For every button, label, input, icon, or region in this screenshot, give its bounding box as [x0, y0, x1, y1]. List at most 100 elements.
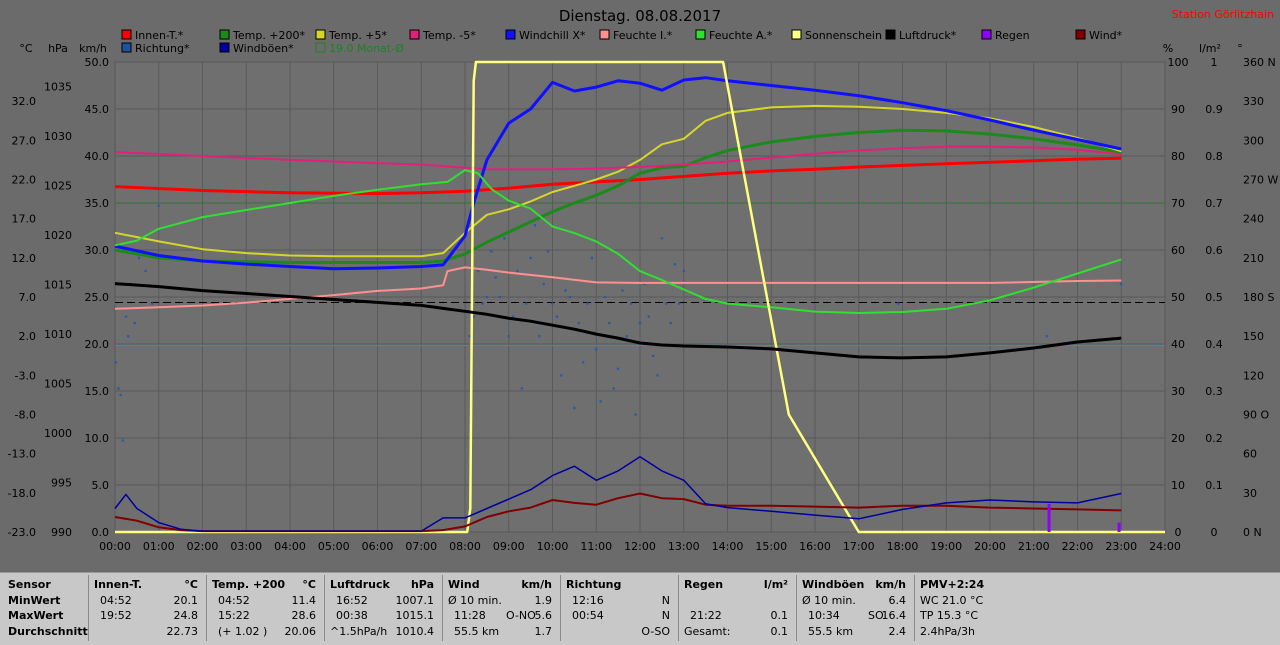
direction-point [124, 315, 128, 318]
time-tick: 22:00 [1062, 540, 1094, 553]
chart-title: Dienstag. 08.08.2017 [559, 7, 721, 25]
percent-tick: 20 [1171, 432, 1185, 445]
station-label: Station Görlitzhain [1172, 8, 1274, 21]
maxwert-label: MaxWert [8, 609, 64, 622]
windboeen-column: Windböen km/h Ø 10 min. 6.4 10:34 SO 16.4 55… [802, 578, 906, 642]
direction-point [1119, 282, 1123, 286]
time-tick: 09:00 [493, 540, 525, 553]
rain-tick: 1 [1211, 56, 1218, 69]
direction-point [638, 321, 642, 325]
wind-column: Wind km/h Ø 10 min. 1.9 11:28 O-NO 5.6 55.5 … [448, 578, 552, 642]
pmv-pressure-trend: 2.4hPa/3h [920, 625, 976, 638]
windboeen-distance: 55.5 km [808, 625, 854, 638]
time-tick: 10:00 [537, 540, 569, 553]
direction-point [629, 302, 633, 305]
legend-label: Temp. -5* [422, 29, 476, 42]
pressure-unit-label: hPa [48, 42, 68, 55]
direction-point [485, 295, 489, 299]
direction-point [896, 302, 900, 305]
direction-point [625, 334, 629, 338]
direction-point [150, 302, 154, 305]
windboeen-max-dir: SO [868, 609, 884, 622]
legend-swatch [121, 29, 132, 40]
speed-tick: 40.0 [85, 150, 110, 163]
direction-point [121, 439, 125, 442]
direction-point [137, 256, 141, 260]
pressure-tick: 995 [51, 477, 72, 490]
legend-label: Feuchte I.* [613, 29, 673, 42]
direction-point [660, 236, 664, 240]
speed-tick: 50.0 [85, 56, 110, 69]
pressure-tick: 1025 [44, 180, 72, 193]
legend-swatch [219, 29, 230, 40]
legend-swatch [791, 29, 802, 40]
temp-tick: 27.0 [12, 134, 37, 147]
direction-point [577, 321, 581, 325]
legend-label: Temp. +5* [328, 29, 388, 42]
innen-min-value: 20.1 [173, 594, 199, 607]
direction-point [651, 354, 655, 358]
legend-label: Regen [995, 29, 1030, 42]
richtung-avg-value: O-SO [641, 625, 670, 638]
temp-tick: 22.0 [12, 174, 37, 187]
legend-swatch [409, 29, 420, 40]
luftdruck-trend: ^1.5hPa/h [330, 625, 388, 638]
rain-tick: 0.6 [1205, 244, 1223, 257]
time-tick: 08:00 [449, 540, 481, 553]
windboeen-avg-value: 2.4 [888, 625, 907, 638]
speed-tick: 0.0 [92, 526, 110, 539]
time-tick: 21:00 [1018, 540, 1050, 553]
innen-min-time: 04:52 [100, 594, 132, 607]
time-tick: 04:00 [274, 540, 306, 553]
rain-unit-label: l/m² [1199, 42, 1221, 55]
temp-tick: -8.0 [15, 409, 36, 422]
windboeen-max-time: 10:34 [808, 609, 840, 622]
innen-column: Innen-T. °C 04:52 20.1 19:52 24.8 22.73 [94, 578, 198, 642]
regen-max-value: 0.1 [770, 609, 789, 622]
legend-label: Luftdruck* [899, 29, 957, 42]
temp-tick: 2.0 [19, 330, 37, 343]
rain-tick: 0 [1211, 526, 1218, 539]
time-tick: 18:00 [887, 540, 919, 553]
legend-label: Windböen* [233, 42, 294, 55]
wind-avg-value: 1.7 [534, 625, 553, 638]
direction-point [621, 289, 624, 292]
direction-tick: 90 O [1243, 409, 1269, 422]
degree-unit-label: ° [1237, 42, 1243, 55]
richtung-min-time: 12:16 [572, 594, 604, 607]
direction-point [481, 302, 484, 305]
column-divider [914, 575, 915, 641]
percent-tick: 40 [1171, 338, 1185, 351]
direction-point [573, 406, 576, 410]
windboeen-unit: km/h [875, 578, 906, 591]
direction-point [603, 295, 607, 299]
direction-point [546, 250, 550, 253]
percent-unit-label: % [1163, 42, 1173, 55]
pressure-tick: 1010 [44, 328, 72, 341]
time-tick: 19:00 [930, 540, 962, 553]
direction-point [503, 236, 506, 240]
direction-point [144, 269, 147, 273]
pmv-windchill: WC 21.0 °C [920, 594, 984, 607]
pressure-tick: 1015 [44, 279, 72, 292]
direction-point [647, 315, 651, 318]
speed-tick: 45.0 [85, 103, 110, 116]
time-tick: 03:00 [230, 540, 262, 553]
direction-point [568, 295, 572, 299]
direction-point [114, 360, 118, 364]
direction-point [126, 334, 130, 338]
direction-point [664, 302, 668, 305]
luftdruck-unit: hPa [410, 578, 434, 591]
percent-tick: 0 [1175, 526, 1182, 539]
luftdruck-avg-value: 1010.4 [395, 625, 435, 638]
column-divider [324, 575, 325, 641]
minwert-label: MinWert [8, 594, 61, 607]
legend-label: Temp. +200* [232, 29, 306, 42]
regen-total-value: 0.1 [770, 625, 789, 638]
direction-point [612, 387, 616, 390]
direction-point [117, 387, 120, 390]
direction-point [472, 315, 476, 318]
temp-tick: 12.0 [12, 252, 37, 265]
time-tick: 06:00 [362, 540, 394, 553]
wind-header: Wind [448, 578, 480, 591]
